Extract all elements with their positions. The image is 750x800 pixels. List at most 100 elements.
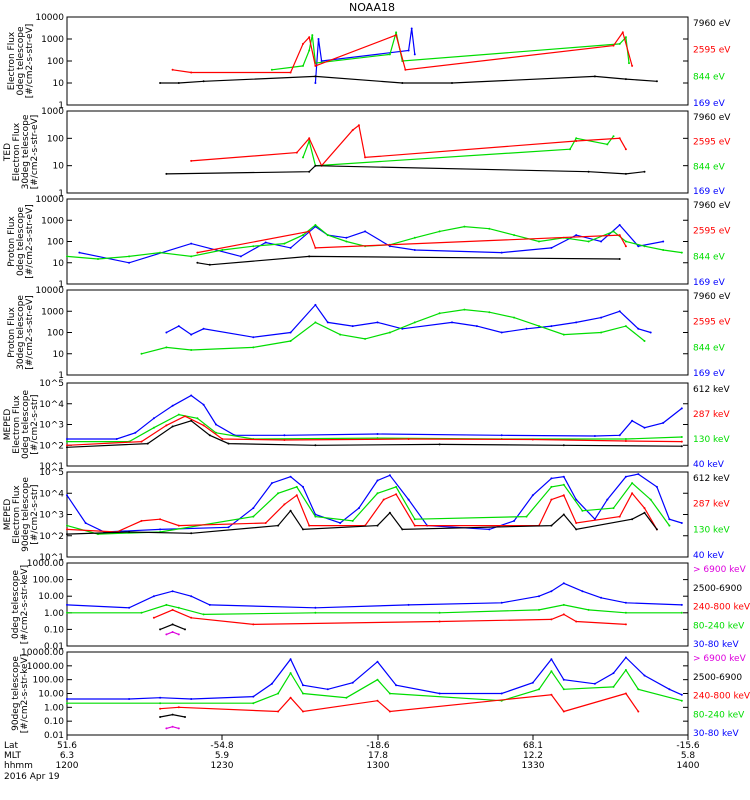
- data-point: [252, 515, 255, 518]
- y-tick-label: 10^3: [39, 511, 64, 521]
- y-tick-label: 10^2: [39, 441, 64, 451]
- data-point: [314, 64, 317, 67]
- y-tick-label: 10000: [35, 286, 64, 296]
- data-point: [562, 582, 565, 585]
- data-point: [624, 623, 627, 626]
- data-point: [196, 261, 199, 264]
- data-point: [680, 693, 683, 696]
- y-tick-label: 10^1: [39, 553, 64, 563]
- data-point: [376, 321, 379, 324]
- data-point: [184, 415, 186, 418]
- x-tick-label: 51.6: [57, 741, 77, 751]
- data-point: [128, 261, 131, 264]
- data-point: [475, 325, 478, 328]
- y-tick-label: 1.00: [44, 703, 64, 713]
- data-point: [190, 255, 193, 258]
- x-axis-date: 2016 Apr 19: [4, 772, 60, 782]
- data-point: [196, 417, 199, 420]
- data-point: [438, 443, 441, 446]
- data-point: [165, 346, 168, 349]
- data-point: [152, 595, 155, 598]
- data-point: [326, 321, 329, 324]
- legend-entry: 2500-6900: [693, 673, 742, 683]
- data-point: [376, 433, 379, 435]
- data-point: [277, 692, 280, 695]
- legend-entry: 30-80 keV: [693, 640, 739, 650]
- y-axis-label: Electron Flux: [12, 395, 22, 454]
- data-point: [171, 631, 174, 633]
- data-point: [215, 423, 217, 426]
- data-point: [593, 435, 596, 437]
- data-point: [345, 696, 348, 699]
- data-point: [513, 519, 516, 522]
- data-point: [314, 224, 317, 226]
- x-tick-label: 68.1: [523, 741, 543, 751]
- data-point: [562, 678, 565, 681]
- y-axis-label: [#/cm2-s-str-eV]: [25, 24, 35, 99]
- data-point: [252, 507, 255, 510]
- data-point: [66, 702, 68, 705]
- legend-entry: 130 keV: [693, 435, 730, 445]
- data-point: [395, 493, 398, 496]
- data-point: [488, 227, 491, 230]
- data-point: [593, 75, 596, 78]
- legend-entry: 287 keV: [693, 410, 730, 420]
- data-point: [438, 312, 441, 315]
- data-point: [624, 656, 627, 659]
- data-point: [177, 524, 180, 527]
- data-point: [277, 492, 280, 495]
- series-7960-ev: [160, 75, 657, 84]
- data-point: [351, 681, 354, 684]
- data-point: [311, 34, 314, 37]
- data-point: [662, 249, 665, 251]
- data-point: [550, 325, 553, 328]
- data-point: [264, 522, 267, 524]
- data-point: [550, 477, 553, 480]
- data-point: [680, 522, 683, 524]
- data-point: [643, 426, 646, 429]
- data-point: [562, 603, 565, 606]
- data-point: [438, 611, 441, 614]
- y-tick-label: 1: [58, 101, 64, 111]
- data-point: [637, 688, 640, 691]
- legend-entry: 2595 eV: [693, 318, 731, 328]
- y-tick-label: 10: [53, 350, 65, 360]
- y-tick-label: 1: [58, 189, 64, 199]
- data-point: [190, 394, 193, 397]
- data-point: [308, 255, 311, 258]
- data-point: [364, 156, 367, 159]
- legend-entry: 7960 eV: [693, 201, 731, 211]
- y-axis-label: 90deg telescope: [11, 656, 21, 731]
- data-point: [407, 49, 410, 52]
- y-tick-label: 0.10: [44, 625, 64, 635]
- series-30-80-kev: [67, 656, 683, 700]
- legend-entry: 2595 eV: [693, 138, 731, 148]
- data-point: [97, 258, 99, 260]
- data-point: [395, 485, 398, 488]
- y-tick-label: 1000.00: [27, 559, 64, 569]
- data-point: [215, 431, 217, 434]
- series-240-800-kev: [153, 609, 626, 626]
- data-point: [283, 503, 286, 506]
- y-axis-label: Proton Flux: [7, 216, 17, 267]
- data-point: [388, 53, 391, 56]
- data-point: [364, 230, 367, 233]
- data-point: [171, 713, 174, 716]
- data-point: [270, 68, 273, 71]
- y-axis-label: [#/cm2-s-str-keV]: [20, 565, 30, 644]
- data-point: [252, 623, 255, 626]
- data-point: [66, 611, 68, 614]
- data-point: [202, 424, 205, 427]
- data-point: [488, 311, 491, 314]
- data-point: [600, 331, 603, 334]
- data-point: [289, 696, 292, 699]
- data-point: [575, 140, 578, 142]
- data-point: [364, 337, 367, 340]
- data-point: [252, 245, 255, 248]
- data-point: [624, 475, 627, 478]
- legend-entry: 2595 eV: [693, 227, 731, 237]
- data-point: [575, 620, 578, 623]
- legend-entry: 2595 eV: [693, 46, 731, 56]
- data-point: [587, 240, 590, 243]
- data-point: [289, 672, 292, 675]
